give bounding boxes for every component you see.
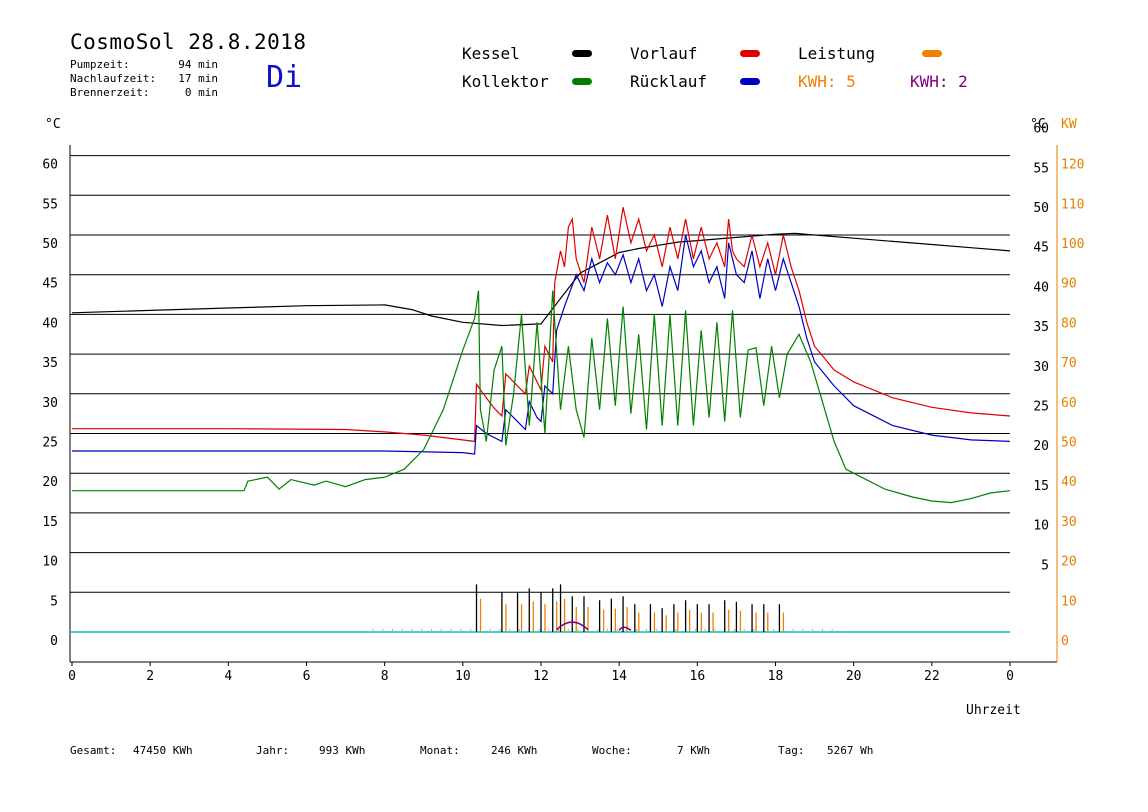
x-tick-label: 22 [924,669,940,684]
y-tick-right-label: 5 [1041,558,1049,573]
y-tick-kw-label: 70 [1061,356,1077,371]
y-tick-right-label: 40 [1033,280,1049,295]
y-tick-right-label: 60 [1033,122,1049,137]
y-tick-left-label: 45 [42,277,58,292]
y-tick-kw-label: 80 [1061,316,1077,331]
y-tick-right-label: 45 [1033,241,1049,256]
y-tick-kw-label: 110 [1061,197,1084,212]
legend-kwh-second: KWH: 2 [910,72,968,91]
y-tick-left-label: 60 [42,158,58,173]
y-axis-unit-left: °C [45,117,61,132]
legend-kollektor-swatch [572,78,592,85]
y-tick-left-label: 55 [42,197,58,212]
info-brennerzeit-label: Brennerzeit: [70,86,150,99]
y-tick-left-label: 0 [50,634,58,649]
y-tick-left-label: 35 [42,356,58,371]
footer-woche-label: Woche: [592,744,632,757]
legend-kwh-leistung: KWH: 5 [798,72,856,91]
x-tick-label: 14 [611,669,627,684]
info-nachlaufzeit-label: Nachlaufzeit: [70,72,157,85]
legend-kessel-label: Kessel [462,44,520,63]
y-tick-right-label: 25 [1033,400,1049,415]
y-tick-kw-label: 120 [1061,158,1084,173]
chart-title: CosmoSol 28.8.2018 [70,30,307,54]
x-tick-label: 16 [690,669,706,684]
y-tick-kw-label: 10 [1061,594,1077,609]
series-line-vorlauf [72,207,1011,443]
y-tick-left-label: 5 [50,594,58,609]
legend-ruecklauf-label: Rücklauf [630,72,708,91]
y-tick-kw-label: 40 [1061,475,1077,490]
legend-kollektor-label: Kollektor [462,72,549,91]
legend-ruecklauf-swatch [740,78,760,85]
y-tick-kw-label: 0 [1061,634,1069,649]
x-tick-label: 6 [303,669,311,684]
info-nachlaufzeit-value: 17 min [178,72,218,85]
y-tick-right-label: 30 [1033,360,1049,375]
y-tick-right-label: 55 [1033,161,1049,176]
x-tick-label: 8 [381,669,389,684]
legend-kessel-swatch [572,50,592,57]
x-tick-label: 0 [68,669,76,684]
info-pumpzeit-value: 94 min [178,58,218,71]
x-tick-label: 18 [768,669,784,684]
y-tick-left-label: 10 [42,555,58,570]
y-tick-right-label: 15 [1033,479,1049,494]
x-tick-label: 10 [455,669,471,684]
y-tick-left-label: 25 [42,436,58,451]
footer-monat-value: 246 KWh [491,744,538,757]
info-pumpzeit-label: Pumpzeit: [70,58,130,71]
y-tick-kw-label: 20 [1061,555,1077,570]
x-tick-label: 12 [533,669,549,684]
y-tick-kw-label: 100 [1061,237,1084,252]
x-tick-label: 4 [224,669,232,684]
y-tick-kw-label: 60 [1061,396,1077,411]
weekday-label: Di [266,60,303,95]
series-line-kollektor [72,290,1011,504]
footer-jahr-value: 993 KWh [319,744,366,757]
x-axis-label: Uhrzeit [966,703,1021,718]
y-tick-right-label: 35 [1033,320,1049,335]
x-tick-label: 0 [1006,669,1014,684]
footer-monat-label: Monat: [420,744,460,757]
y-tick-kw-label: 90 [1061,277,1077,292]
y-tick-left-label: 30 [42,396,58,411]
x-tick-label: 2 [146,669,154,684]
y-tick-right-label: 10 [1033,519,1049,534]
kwh-hump-purple [556,621,589,631]
y-tick-kw-label: 30 [1061,515,1077,530]
y-axis-unit-kw: KW [1061,117,1077,132]
y-tick-left-label: 40 [42,316,58,331]
info-brennerzeit-value: 0 min [184,86,218,99]
legend-leistung-label: Leistung [798,44,876,63]
y-tick-left-label: 20 [42,475,58,490]
x-tick-label: 20 [846,669,862,684]
legend-vorlauf-label: Vorlauf [630,44,698,63]
y-tick-right-label: 20 [1033,439,1049,454]
footer-tag-value: 5267 Wh [827,744,874,757]
series-line-ruecklauf [72,234,1011,455]
footer-tag-label: Tag: [778,744,805,757]
footer-woche-value: 7 KWh [677,744,711,757]
y-tick-kw-label: 50 [1061,436,1077,451]
footer-gesamt-value: 47450 KWh [133,744,193,757]
y-tick-left-label: 50 [42,237,58,252]
series-line-kessel [71,232,1011,327]
footer-jahr-label: Jahr: [256,744,290,757]
kwh-hump-purple-small [618,626,632,632]
legend-vorlauf-swatch [740,50,760,57]
y-tick-right-label: 50 [1033,201,1049,216]
legend-leistung-swatch [922,50,942,57]
footer-gesamt-label: Gesamt: [70,744,117,757]
y-tick-left-label: 15 [42,515,58,530]
y-axis-unit-right: °C [1030,117,1046,132]
